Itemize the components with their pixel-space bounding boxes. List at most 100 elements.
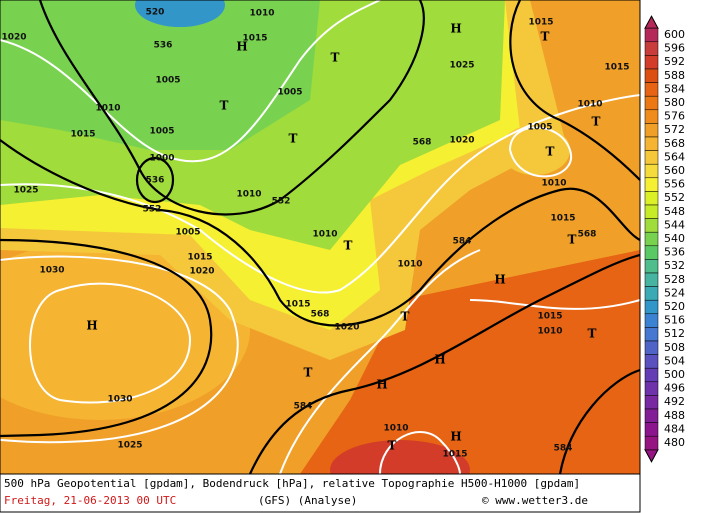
colorbar-label: 524	[664, 286, 685, 299]
pressure-center: H	[450, 22, 461, 36]
contour-label: 1010	[397, 260, 422, 270]
contour-label: 1010	[537, 327, 562, 337]
pressure-center: T	[546, 145, 555, 159]
contour-label: 1015	[285, 300, 310, 310]
colorbar-cell	[644, 286, 659, 301]
colorbar-label: 504	[664, 354, 685, 367]
contour-label: 568	[413, 138, 432, 148]
contour-label: 1010	[236, 190, 261, 200]
colorbar-cell	[644, 408, 659, 423]
footer-copyright: © www.wetter3.de	[482, 494, 588, 507]
contour-label: 1020	[334, 323, 359, 333]
colorbar-label: 572	[664, 123, 685, 136]
contour-label: 1005	[527, 123, 552, 133]
colorbar-cell	[644, 327, 659, 342]
contour-label: 536	[146, 176, 165, 186]
colorbar-cell	[644, 123, 659, 138]
contour-label: 1000	[149, 154, 174, 164]
contour-label: 1020	[189, 267, 214, 277]
colorbar-cell	[644, 177, 659, 192]
colorbar-cell	[644, 435, 659, 451]
contour-label: 1015	[442, 450, 467, 460]
colorbar-label: 540	[664, 232, 685, 245]
contour-label: 1010	[383, 424, 408, 434]
colorbar-label: 580	[664, 96, 685, 109]
contour-label: 584	[554, 444, 573, 454]
contour-label: 1005	[149, 127, 174, 137]
pressure-center: T	[568, 233, 577, 247]
map-labels: 520 536 1010 H 1015 1020 1005 1010 T 1005 T H 1025 10…	[1, 8, 629, 460]
pressure-center: T	[592, 115, 601, 129]
pressure-center: T	[541, 30, 550, 44]
colorbar-label: 556	[664, 178, 685, 191]
footer-date: Freitag, 21-06-2013 00 UTC	[4, 494, 176, 507]
colorbar-cell	[644, 340, 659, 355]
contour-label: 1010	[577, 100, 602, 110]
pressure-center: T	[304, 366, 313, 380]
colorbar-cell	[644, 299, 659, 315]
contour-label: 520	[146, 8, 165, 18]
colorbar-arrow	[644, 15, 659, 29]
colorbar-label: 600	[664, 28, 685, 41]
contour-label: 1015	[242, 34, 267, 44]
contour-label: 1020	[449, 136, 474, 146]
colorbar-label: 564	[664, 150, 685, 163]
contour-label: 584	[453, 237, 472, 247]
contour-label: 1030	[39, 266, 64, 276]
colorbar-label: 484	[664, 422, 685, 435]
contour-label: 1010	[541, 179, 566, 189]
colorbar-label: 560	[664, 164, 685, 177]
colorbar-label: 500	[664, 368, 685, 381]
contour-label: 568	[578, 230, 597, 240]
colorbar-cell	[644, 354, 659, 369]
colorbar-label: 536	[664, 246, 685, 259]
colorbar-cell	[644, 218, 659, 233]
pressure-center: H	[376, 378, 387, 392]
colorbar-cell	[644, 272, 659, 287]
colorbar: 6005965925885845805765725685645605565525…	[644, 15, 685, 463]
colorbar-label: 520	[664, 300, 685, 313]
colorbar-label: 576	[664, 110, 685, 123]
colorbar-label: 528	[664, 273, 685, 286]
contour-label: 1015	[187, 253, 212, 263]
colorbar-label: 516	[664, 314, 685, 327]
contour-label: 1010	[249, 9, 274, 19]
contour-label: 1015	[550, 214, 575, 224]
colorbar-cell	[644, 136, 659, 151]
colorbar-cell	[644, 245, 659, 260]
pressure-center: H	[494, 273, 505, 287]
colorbar-label: 568	[664, 137, 685, 150]
colorbar-cell	[644, 381, 659, 396]
colorbar-cell	[644, 163, 659, 179]
pressure-center: T	[588, 327, 597, 341]
colorbar-cell	[644, 55, 659, 70]
colorbar-cell	[644, 27, 659, 43]
footer-title: 500 hPa Geopotential [gpdam], Bodendruck…	[4, 477, 580, 490]
colorbar-label: 592	[664, 55, 685, 68]
contour-label: 1020	[1, 33, 26, 43]
colorbar-label: 584	[664, 82, 685, 95]
colorbar-cell	[644, 367, 659, 383]
colorbar-cell	[644, 41, 659, 56]
contour-label: 552	[143, 205, 162, 215]
contour-label: 1005	[277, 88, 302, 98]
contour-label: 1030	[107, 395, 132, 405]
footer: 500 hPa Geopotential [gpdam], Bodendruck…	[0, 473, 641, 513]
pressure-center: H	[450, 430, 461, 444]
colorbar-cell	[644, 191, 659, 206]
contour-label: 1015	[528, 18, 553, 28]
map	[0, 0, 641, 500]
contour-label: 1025	[117, 441, 142, 451]
colorbar-label: 512	[664, 327, 685, 340]
colorbar-label: 552	[664, 191, 685, 204]
colorbar-label: 492	[664, 395, 685, 408]
contour-label: 1015	[604, 63, 629, 73]
colorbar-label: 480	[664, 436, 685, 449]
colorbar-label: 508	[664, 341, 685, 354]
pressure-center: T	[401, 310, 410, 324]
colorbar-cell	[644, 313, 659, 328]
contour-label: 1010	[312, 230, 337, 240]
contour-label: 1005	[155, 76, 180, 86]
colorbar-cell	[644, 150, 659, 165]
contour-label: 584	[294, 402, 313, 412]
